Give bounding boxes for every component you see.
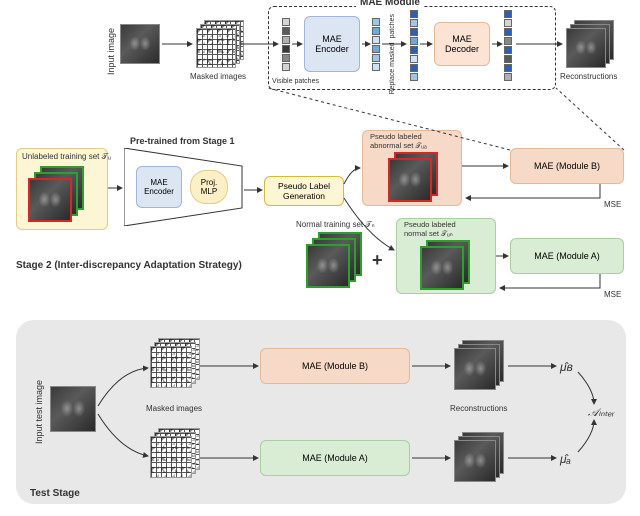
- replace-label: Replace masked patches: [389, 14, 396, 95]
- moduleA-box: MAE (Module A): [510, 238, 624, 274]
- muA-label: μ̂ₐ: [560, 452, 571, 466]
- test-input-label: Input test image: [34, 380, 44, 444]
- mae-encoder-box: MAE Encoder: [304, 16, 360, 72]
- encoded-tokens: [372, 18, 380, 71]
- test-moduleB-box: MAE (Module B): [260, 348, 410, 384]
- decoded-tokens: [504, 10, 512, 81]
- test-moduleA-box: MAE (Module A): [260, 440, 410, 476]
- replaced-tokens: [410, 10, 418, 81]
- masked-stack-fg: [196, 28, 236, 68]
- test-reconB-3: [454, 348, 496, 390]
- test-input-xray: [50, 386, 96, 432]
- pretrained-label: Pre-trained from Stage 1: [130, 136, 235, 146]
- A-inter-label: 𝒜ₗₙₜₑᵣ: [588, 406, 614, 420]
- visible-patches-label: Visible patches: [272, 78, 319, 85]
- test-reconA-3: [454, 440, 496, 482]
- recon-stack-fg: [566, 28, 606, 68]
- test-recon-label: Reconstructions: [450, 404, 507, 413]
- recon-label: Reconstructions: [560, 72, 617, 81]
- normal-pseudo-label: Pseudo labeled normal set 𝒯ᵤₙ: [404, 220, 456, 239]
- muB-label: μ̂ʙ: [560, 360, 573, 374]
- visible-tokens: [282, 18, 290, 71]
- normal-train-img3: [306, 244, 350, 288]
- mae-module-title: MAE Module: [356, 0, 424, 8]
- normal-train-label: Normal training set 𝒯ₙ: [296, 220, 375, 230]
- plus-sign: +: [372, 250, 383, 271]
- mseB-label: MSE: [604, 200, 621, 209]
- unlabeled-label: Unlabeled training set 𝒯ᵤ: [22, 152, 111, 162]
- s2-proj-box: Proj. MLP: [190, 170, 228, 204]
- test-masked-dn3: [150, 436, 192, 478]
- mseA-label: MSE: [604, 290, 621, 299]
- abnormal-img2: [388, 158, 432, 202]
- input-xray: [120, 24, 160, 64]
- masked-images-label: Masked images: [190, 72, 246, 81]
- unlabeled-img4: [28, 178, 72, 222]
- stage2-title: Stage 2 (Inter-discrepancy Adaptation St…: [16, 260, 242, 271]
- pseudo-gen-box: Pseudo Label Generation: [264, 176, 344, 206]
- input-image-label: Input image: [106, 28, 116, 75]
- s2-encoder-box: MAE Encoder: [136, 166, 182, 208]
- mae-decoder-box: MAE Decoder: [434, 22, 490, 66]
- abnormal-label: Pseudo labeled abnormal set 𝒯ᵤₐ: [370, 132, 427, 151]
- test-title: Test Stage: [30, 488, 80, 499]
- moduleB-box: MAE (Module B): [510, 148, 624, 184]
- test-masked-label: Masked images: [146, 404, 202, 413]
- normal-pseudo-img2: [420, 246, 464, 290]
- test-masked-up3: [150, 346, 192, 388]
